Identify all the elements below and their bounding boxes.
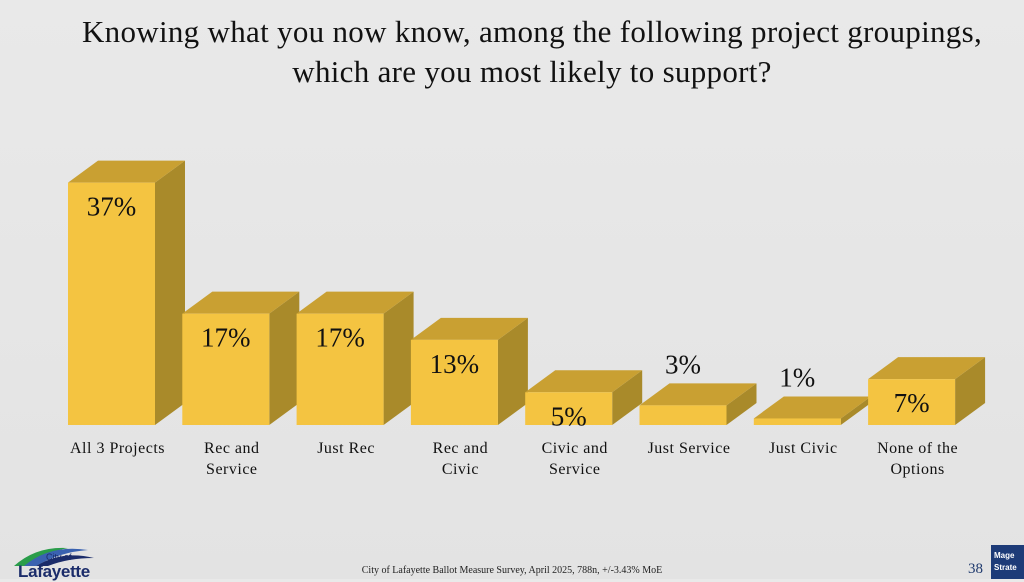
category-label-5-line-1: Civic and [542, 440, 608, 457]
data-label-1: 37% [87, 192, 137, 222]
data-label-2: 17% [201, 323, 251, 353]
bar-1-front [68, 182, 155, 425]
corner-badge: Mage Strate [991, 545, 1024, 579]
bar-7-side [840, 396, 871, 425]
category-label-2-line-2: Service [206, 461, 257, 478]
bar-7-top [753, 396, 871, 419]
category-label-4-line-1: Rec and [433, 440, 488, 457]
category-label-5-line-2: Service [549, 461, 600, 478]
footer-source: City of Lafayette Ballot Measure Survey,… [361, 565, 663, 576]
chart-title-line-1: Knowing what you now know, among the fol… [81, 14, 983, 49]
data-label-5: 5% [551, 401, 587, 431]
category-label-2-line-1: Rec and [204, 440, 259, 457]
category-label-4-line-2: Civic [442, 461, 479, 478]
category-label-8-line-2: Options [891, 461, 945, 478]
bar-7-front [753, 418, 841, 425]
bar-1-side [155, 160, 185, 425]
bar-3-side [383, 291, 414, 425]
chart-title-line-2: which are you most likely to support? [292, 54, 772, 89]
bar-4-top [410, 317, 528, 340]
logo-text-big: Lafayette [18, 562, 90, 581]
bar-4-side [497, 317, 528, 425]
city-logo-icon [14, 547, 94, 566]
category-label-1-line-1: All 3 Projects [70, 440, 165, 457]
bar-chart: 37% All 3 Projects 17% Rec and Service 17% Jus… [68, 160, 986, 478]
data-label-7: 1% [779, 362, 815, 392]
bar-5-side [612, 370, 643, 425]
page-number: 38 [968, 561, 983, 577]
chart-title: Knowing what you now know, among the fol… [40, 12, 1024, 92]
category-label-6-line-1: Just Service [648, 440, 731, 457]
corner-badge-line-1: Mage [994, 551, 1015, 560]
logo-text-small: City of [46, 552, 72, 562]
bar-2-top [182, 291, 300, 314]
category-label-8-line-1: None of the [877, 440, 958, 457]
bar-8-side [955, 357, 986, 425]
bar-6-side [726, 383, 757, 425]
data-label-8: 7% [894, 388, 930, 418]
data-label-3: 17% [315, 323, 365, 353]
bar-1-top [68, 160, 185, 183]
category-label-3-line-1: Just Rec [317, 440, 375, 457]
bar-2-side [269, 291, 300, 425]
bar-5-top [525, 370, 643, 393]
data-label-6: 3% [665, 349, 701, 379]
bar-6-top [639, 383, 757, 406]
bar-8-top [868, 357, 986, 380]
bar-5-front [525, 392, 613, 425]
bar-3-top [296, 291, 414, 314]
category-label-7-line-1: Just Civic [769, 440, 838, 457]
bar-8-front [868, 379, 956, 425]
bar-4-front [410, 339, 498, 425]
data-label-4: 13% [430, 349, 480, 379]
bar-6-front [639, 405, 727, 425]
bar-3-front [296, 313, 384, 425]
corner-badge-line-2: Strate [994, 563, 1017, 572]
bar-2-front [182, 313, 270, 425]
